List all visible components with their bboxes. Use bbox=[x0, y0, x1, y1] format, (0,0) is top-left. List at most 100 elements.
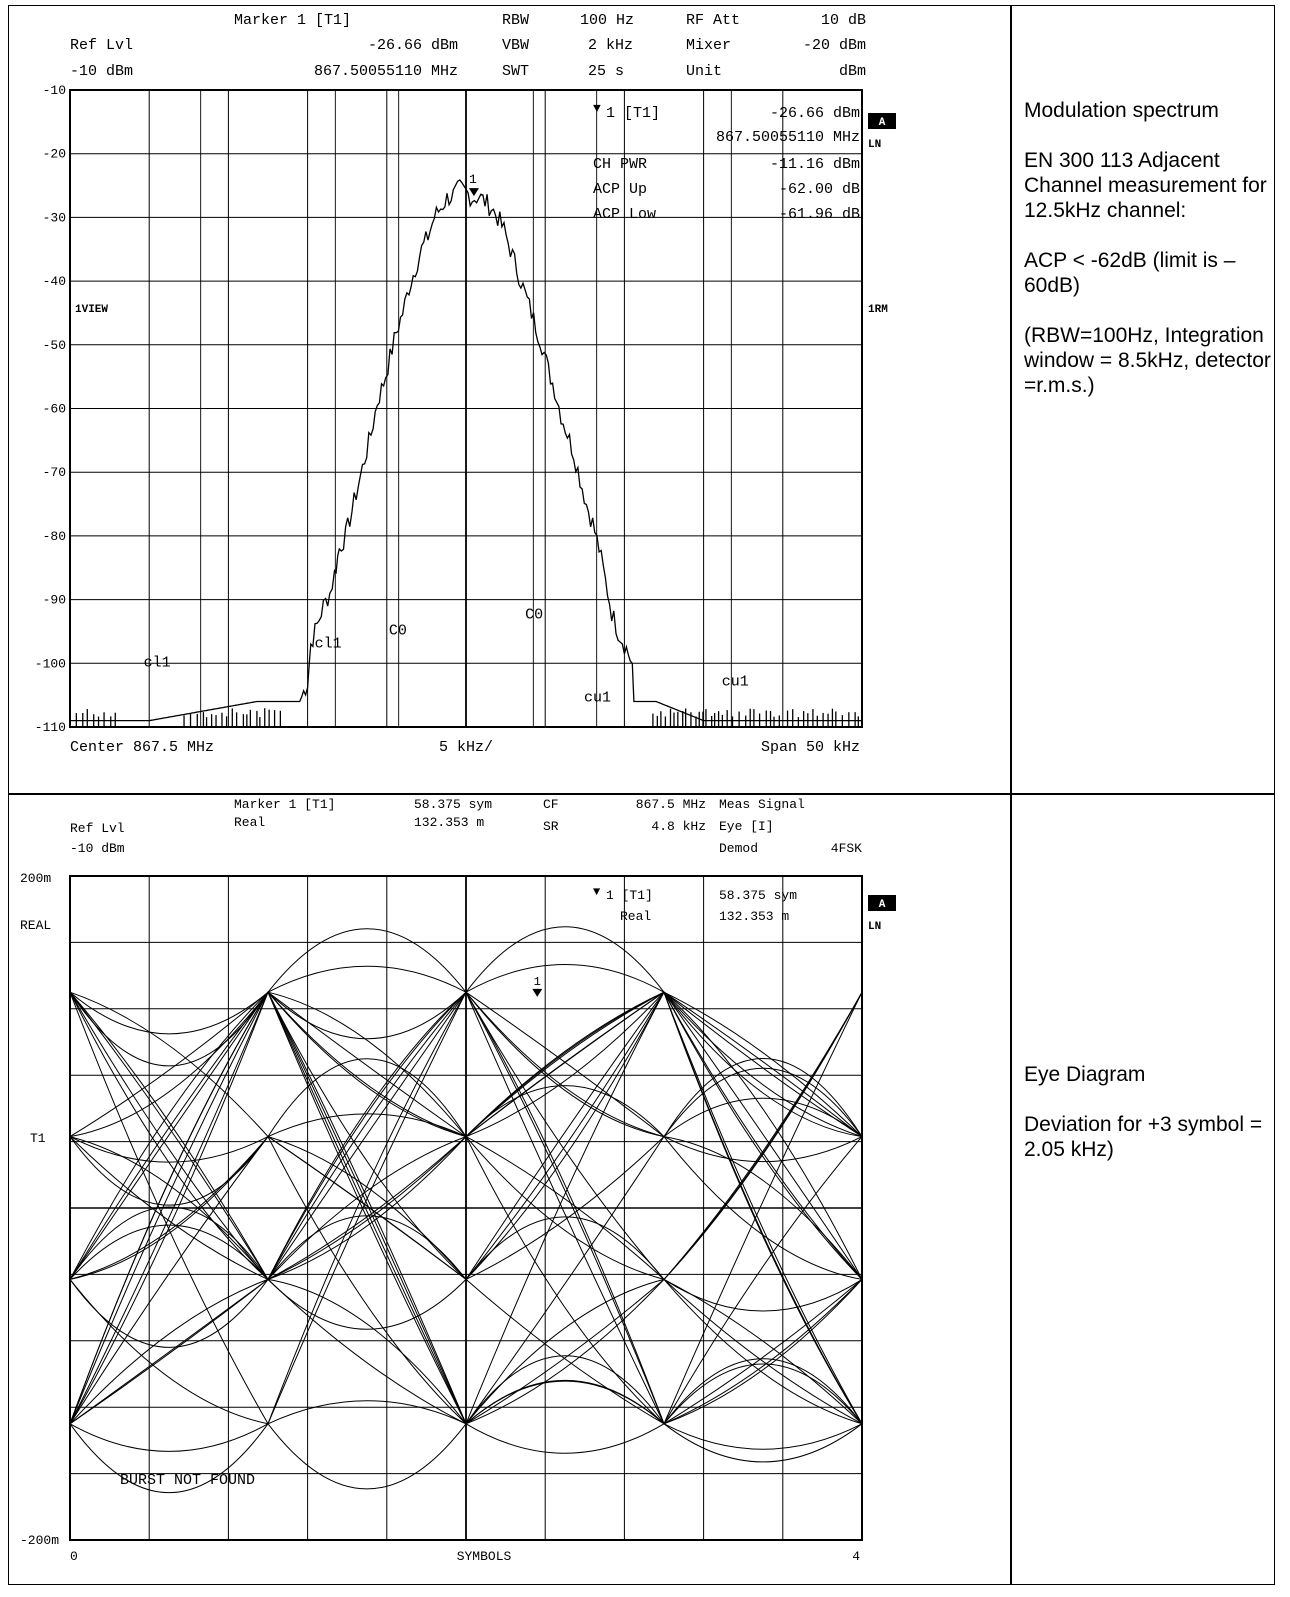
spectrum-noise-floor bbox=[75, 708, 859, 727]
spectrum-y-ticks: -10 -20 -30 -40 -50 -60 -70 -80 -90 -100 -110 bbox=[35, 83, 66, 735]
spectrum-description: Modulation spectrum EN 300 113 Adjacent … bbox=[1024, 98, 1290, 423]
spectrum-box-freq: 867.50055110 MHz bbox=[716, 129, 860, 146]
eye-trace-line bbox=[69, 991, 863, 1494]
sr-label: SR bbox=[543, 819, 559, 834]
channel-label: cl1 bbox=[144, 654, 171, 671]
eye-trace-line bbox=[69, 964, 863, 1281]
eye-trace-line bbox=[69, 991, 863, 1425]
meas-signal-value: Eye [I] bbox=[719, 819, 774, 834]
cf-value: 867.5 MHz bbox=[636, 797, 706, 812]
spectrum-y-tick-label: -40 bbox=[43, 274, 66, 289]
eye-trace-line bbox=[69, 991, 863, 1425]
span-label: Span 50 kHz bbox=[761, 739, 860, 756]
eye-box-marker: 1 [T1] bbox=[606, 888, 653, 903]
eye-marker-title: Marker 1 [T1] bbox=[234, 797, 335, 812]
desc-acp: ACP < -62dB (limit is –60dB) bbox=[1024, 249, 1236, 297]
desc-settings: (RBW=100Hz, Integration window = 8.5kHz,… bbox=[1024, 324, 1271, 397]
eye-trace-line bbox=[69, 991, 863, 1281]
cf-label: CF bbox=[543, 797, 559, 812]
eye-x-end: 4 bbox=[852, 1549, 860, 1564]
eye-box-sym: 58.375 sym bbox=[719, 888, 797, 903]
eye-grid bbox=[69, 875, 863, 1541]
marker-number-label: 1 bbox=[469, 172, 477, 187]
mixer-label: Mixer bbox=[686, 37, 731, 54]
eye-trace-line bbox=[69, 991, 863, 1425]
spectrum-marker-title: Marker 1 [T1] bbox=[234, 12, 351, 29]
eye-trace-ln-label: LN bbox=[868, 921, 881, 933]
eye-trace-line bbox=[69, 991, 863, 1425]
spectrum-marker-box: ▼ 1 [T1] -26.66 dBm 867.50055110 MHz CH … bbox=[593, 101, 860, 223]
burst-message: BURST NOT FOUND bbox=[120, 1472, 255, 1489]
rbw-value: 100 Hz bbox=[580, 12, 634, 29]
channel-label: C0 bbox=[525, 607, 543, 624]
mixer-value: -20 dBm bbox=[803, 37, 866, 54]
spectrum-trace bbox=[70, 179, 863, 722]
ch-pwr-label: CH PWR bbox=[593, 156, 647, 173]
spectrum-y-tick-label: -80 bbox=[43, 529, 66, 544]
eye-box-val: 132.353 m bbox=[719, 909, 789, 924]
eye-trace-line bbox=[69, 991, 863, 1424]
table-frame bbox=[8, 5, 1275, 1585]
rbw-label: RBW bbox=[502, 12, 529, 29]
eye-ref-lvl-value: -10 dBm bbox=[70, 841, 125, 856]
column-divider bbox=[1010, 5, 1012, 1585]
spectrum-y-tick-label: -90 bbox=[43, 593, 66, 608]
spectrum-y-tick-label: -30 bbox=[43, 210, 66, 225]
eye-side-labels: A LN REAL T1 200m -200m bbox=[20, 871, 896, 1548]
swt-value: 25 s bbox=[588, 63, 624, 80]
eye-trace-a-label: A bbox=[879, 899, 886, 911]
trace-a-badge bbox=[868, 113, 896, 129]
eye-real-label: REAL bbox=[20, 918, 51, 933]
eye-trace-line bbox=[69, 991, 863, 1425]
spectrum-y-tick-label: -70 bbox=[43, 465, 66, 480]
trace-ln-label: LN bbox=[868, 139, 881, 151]
spectrum-y-tick-label: -100 bbox=[35, 656, 66, 671]
eye-box-sub: Real bbox=[620, 909, 651, 924]
freq-div-label: 5 kHz/ bbox=[439, 739, 493, 756]
channel-label: cl1 bbox=[315, 635, 342, 652]
eye-header: Marker 1 [T1] Real 58.375 sym 132.353 m … bbox=[70, 797, 862, 856]
eye-ytick-top: 200m bbox=[20, 871, 51, 886]
eye-trace-line bbox=[69, 991, 863, 1425]
desc-title: Modulation spectrum bbox=[1024, 99, 1219, 122]
spectrum-channel-labels: cl1 cl1 C0 C0 cu1 cu1 bbox=[144, 607, 749, 707]
acp-up-value: -62.00 dB bbox=[779, 181, 860, 198]
spectrum-y-tick-label: -60 bbox=[43, 402, 66, 417]
spectrum-marker: 1 bbox=[468, 172, 479, 197]
spectrum-y-tick-label: -10 bbox=[43, 83, 66, 98]
eye-marker-val: 132.353 m bbox=[414, 815, 484, 830]
eye-trace-line bbox=[69, 991, 863, 1425]
acp-low-value: -61.96 dB bbox=[779, 206, 860, 223]
eye-x-start: 0 bbox=[70, 1549, 78, 1564]
acp-up-label: ACP Up bbox=[593, 181, 647, 198]
marker-arrow-icon bbox=[468, 188, 479, 197]
eye-trace-a-badge bbox=[868, 895, 896, 911]
eye-trace-line bbox=[69, 991, 863, 1452]
rf-att-label: RF Att bbox=[686, 12, 740, 29]
spectrum-y-tick-label: -50 bbox=[43, 338, 66, 353]
eye-trace-line bbox=[69, 991, 863, 1281]
eye-marker-sub: Real bbox=[234, 815, 265, 830]
desc-standard: EN 300 113 Adjacent Channel measurement … bbox=[1024, 149, 1267, 222]
channel-label: cu1 bbox=[722, 674, 749, 691]
spectrum-marker-freq: 867.50055110 MHz bbox=[314, 63, 458, 80]
channel-label: cu1 bbox=[584, 690, 611, 707]
spectrum-y-tick-label: -20 bbox=[43, 147, 66, 162]
spectrum-ref-lvl-value: -10 dBm bbox=[70, 63, 133, 80]
eye-ytick-bottom: -200m bbox=[20, 1533, 59, 1548]
vbw-label: VBW bbox=[502, 37, 529, 54]
unit-value: dBm bbox=[839, 63, 866, 80]
eye-trace-line bbox=[69, 965, 863, 1450]
eye-marker-box: ▼ 1 [T1] Real 58.375 sym 132.353 m bbox=[593, 885, 797, 924]
meas-signal-label: Meas Signal bbox=[719, 797, 805, 812]
spectrum-footer: Center 867.5 MHz 5 kHz/ Span 50 kHz bbox=[70, 739, 860, 756]
eye-t1-label: T1 bbox=[30, 1131, 46, 1146]
eye-marker-number-label: 1 bbox=[534, 975, 541, 989]
trace-rm-label: 1RM bbox=[868, 304, 888, 316]
eye-marker-triangle-icon: ▼ bbox=[593, 885, 601, 899]
eye-marker-sym: 58.375 sym bbox=[414, 797, 492, 812]
spectrum-side-labels: A LN 1VIEW 1RM bbox=[75, 113, 896, 316]
eye-trace-line bbox=[69, 991, 863, 1425]
channel-label: C0 bbox=[389, 623, 407, 640]
